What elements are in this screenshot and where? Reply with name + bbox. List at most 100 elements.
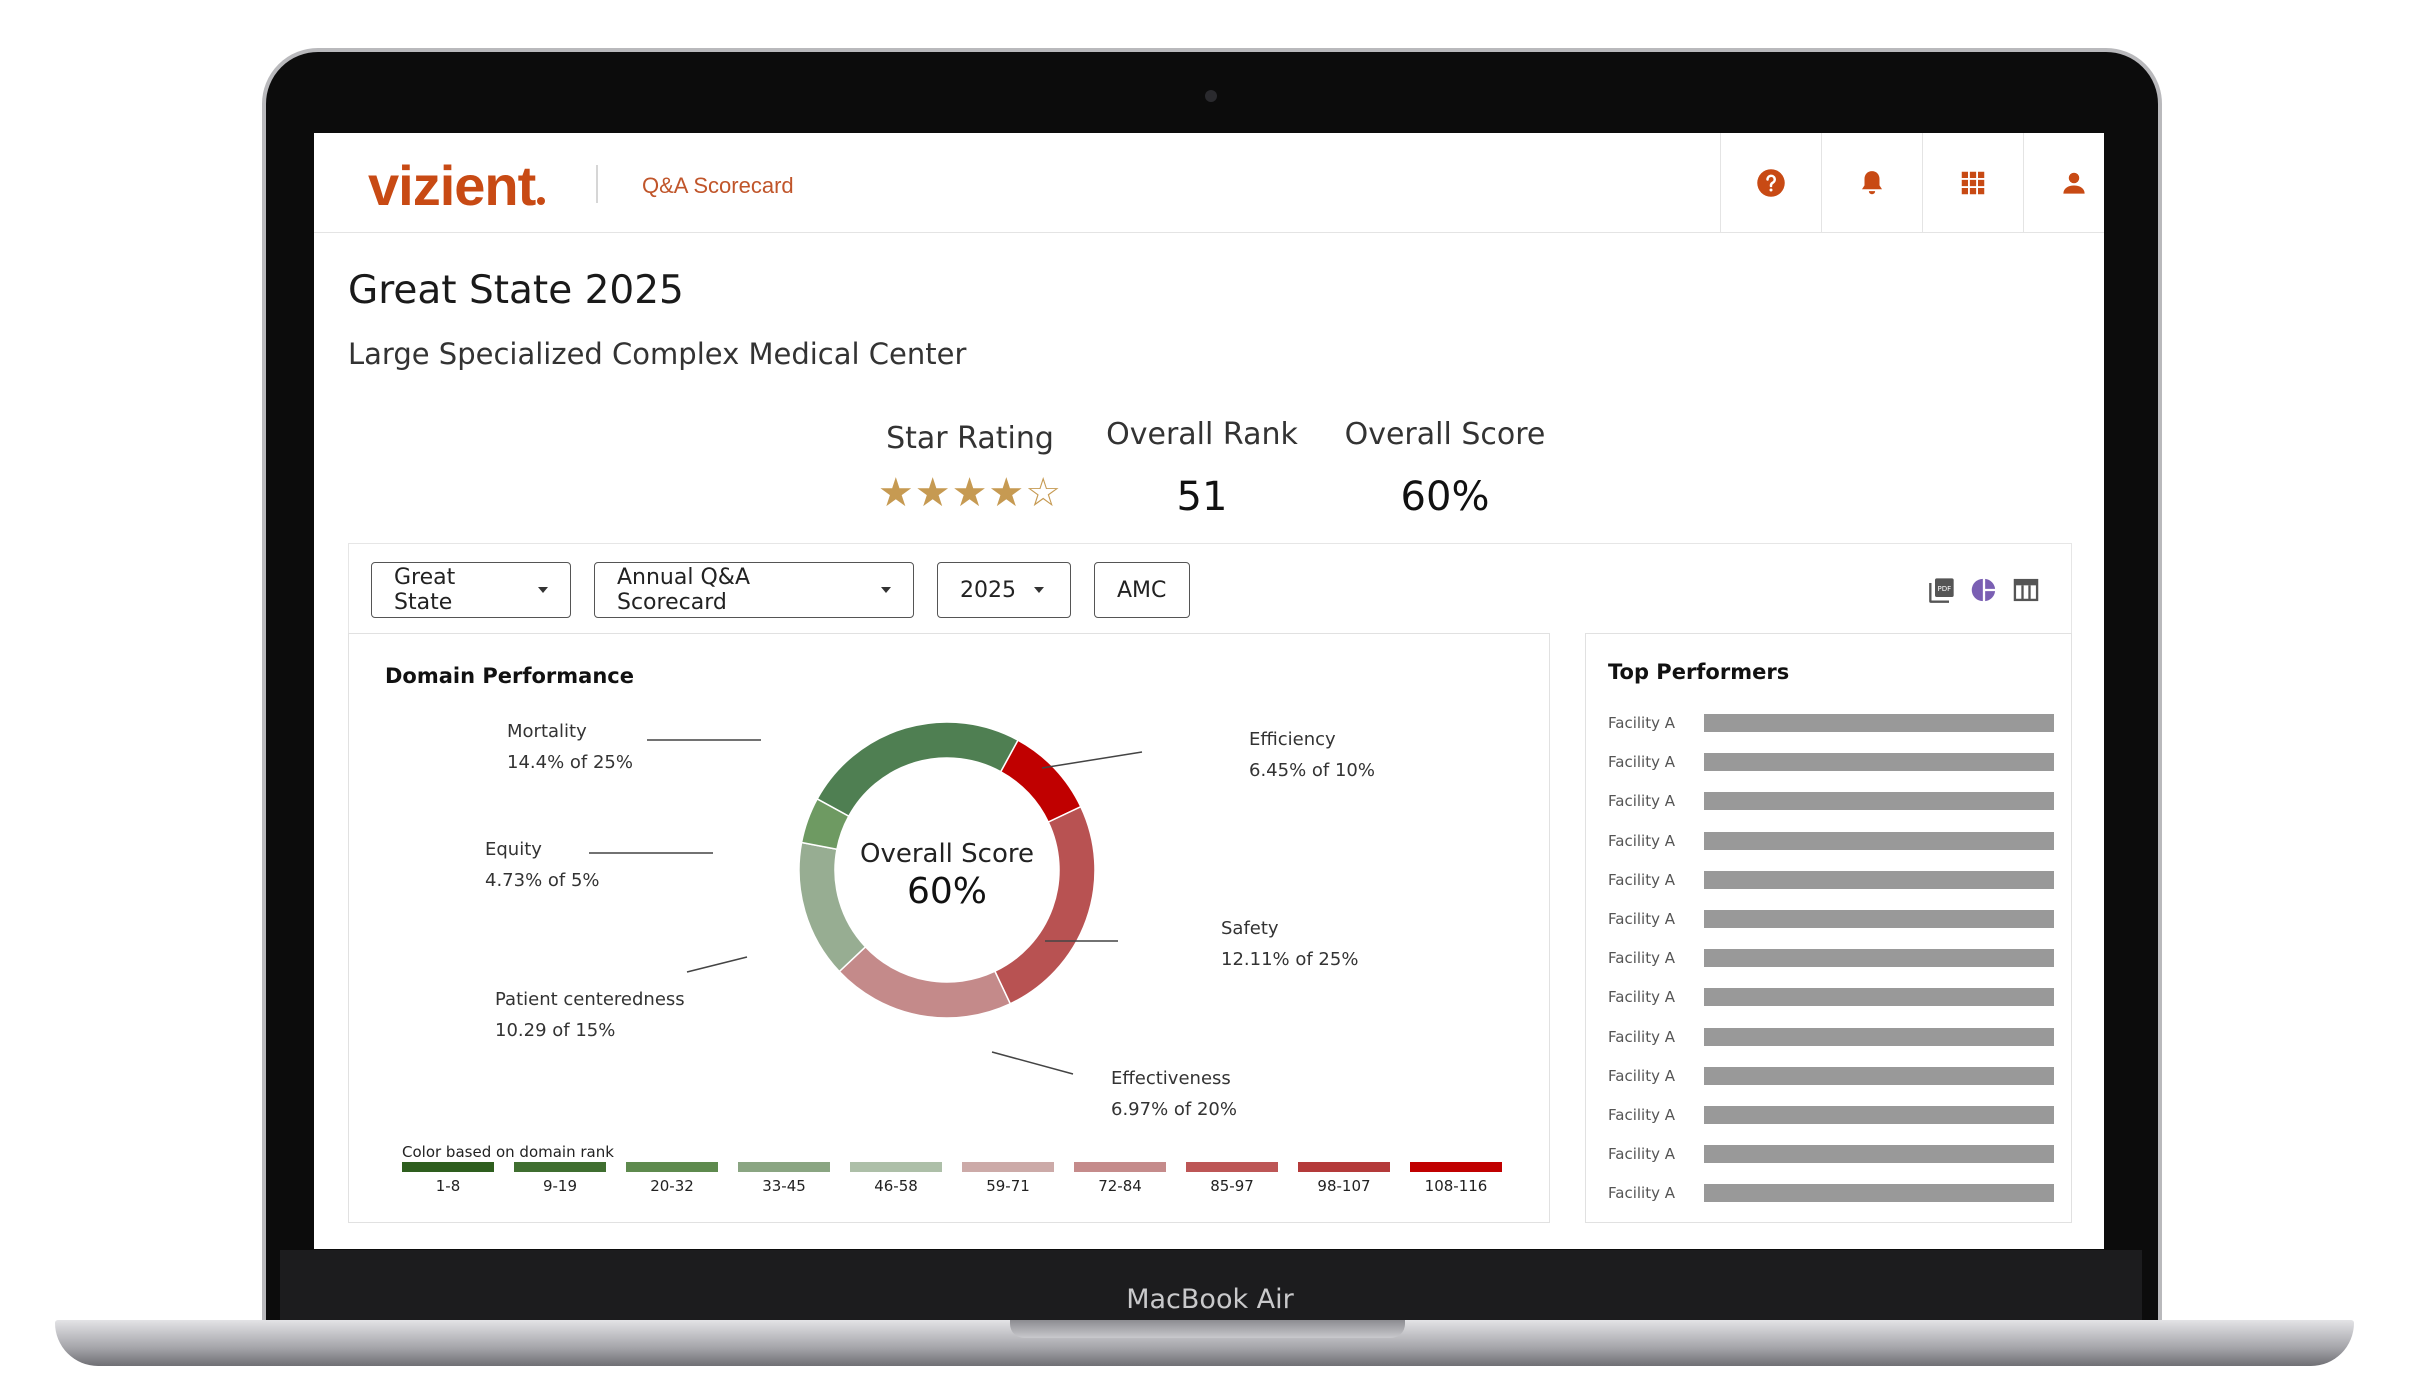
donut-slice-efficiency[interactable] [999,739,1082,824]
svg-text:PDF: PDF [1938,585,1952,593]
legend-item: 72-84 [1074,1162,1166,1195]
help-button[interactable] [1720,133,1820,233]
donut-slice-effectiveness[interactable] [838,945,1012,1019]
legend-range-label: 72-84 [1098,1177,1142,1195]
scorecard-dropdown[interactable]: Annual Q&A Scorecard [594,562,914,618]
app-title[interactable]: Q&A Scorecard [642,173,794,198]
type-filter-value: AMC [1117,577,1167,603]
performer-row[interactable]: Facility A [1608,947,2058,969]
laptop-notch [1010,1320,1405,1338]
notifications-button[interactable] [1821,133,1921,233]
performer-label: Facility A [1608,910,1675,928]
overall-rank-value: 51 [1176,474,1228,520]
performer-row[interactable]: Facility A [1608,830,2058,852]
top-performers-panel: Top Performers Facility A Facility A Facil… [1585,633,2072,1223]
performer-row[interactable]: Facility A [1608,869,2058,891]
donut-center-value: 60% [906,871,987,912]
page-title: Great State 2025 [348,268,684,313]
overall-score-value: 60% [1400,474,1490,520]
state-dropdown[interactable]: Great State [371,562,571,618]
callout-equity-detail: 4.73% of 5% [485,870,600,891]
scorecard-dropdown-value: Annual Q&A Scorecard [617,565,750,615]
performer-row[interactable]: Facility A [1608,1065,2058,1087]
performer-row[interactable]: Facility A [1608,1104,2058,1126]
performer-bar [1704,831,2054,850]
performer-row[interactable]: Facility A [1608,712,2058,734]
performer-bar [1704,1145,2054,1164]
donut-slice-mortality[interactable] [816,721,1020,818]
performer-row[interactable]: Facility A [1608,1143,2058,1165]
year-dropdown-value: 2025 [960,577,1016,603]
performer-label: Facility A [1608,1066,1675,1085]
table-icon[interactable] [2012,576,2040,604]
chevron-down-icon [1034,587,1044,593]
legend-swatch [738,1162,830,1172]
legend-item: 1-8 [402,1162,494,1195]
performer-label: Facility A [1608,714,1675,732]
legend-item: 33-45 [738,1162,830,1195]
legend-item: 108-116 [1410,1162,1502,1195]
callout-mortality-name: Mortality [507,721,587,742]
legend-item: 59-71 [962,1162,1054,1195]
performer-bar [1704,1106,2054,1124]
legend-range-label: 59-71 [986,1177,1030,1195]
pdf-icon[interactable]: PDF [1928,576,1956,604]
legend-item: 98-107 [1298,1162,1390,1195]
filter-bar: Great State Annual Q&A Scorecard 2025 AM… [348,543,2072,633]
callout-efficiency: Efficiency 6.45% of 10% [1249,724,1375,786]
legend-range-label: 98-107 [1317,1177,1371,1195]
pie-chart-icon[interactable] [1970,576,1998,604]
legend-range-label: 108-116 [1424,1177,1488,1195]
apps-button[interactable] [1922,133,2022,233]
performer-row[interactable]: Facility A [1608,908,2058,930]
chevron-down-icon [881,587,891,593]
performer-row[interactable]: Facility A [1608,1182,2058,1204]
legend-swatch [514,1162,606,1172]
legend-item: 20-32 [626,1162,718,1195]
performer-row[interactable]: Facility A [1608,1026,2058,1048]
donut-center-title: Overall Score [859,839,1034,869]
performer-row[interactable]: Facility A [1608,751,2058,773]
legend-item: 85-97 [1186,1162,1278,1195]
app-screen: vizient Q&A Scorecard [314,133,2104,1249]
performer-label: Facility A [1608,792,1675,811]
help-icon [1756,169,1785,197]
page-subtitle: Large Specialized Complex Medical Center [348,337,967,371]
legend-item: 9-19 [514,1162,606,1195]
callout-safety: Safety 12.11% of 25% [1221,913,1358,975]
type-filter-button[interactable]: AMC [1094,562,1190,618]
legend-range-label: 33-45 [762,1177,806,1195]
performer-row[interactable]: Facility A [1608,986,2058,1008]
donut-slice-equity[interactable] [800,797,850,851]
domain-donut-chart [589,721,1143,1075]
legend-swatch [402,1162,494,1172]
performer-label: Facility A [1608,831,1675,850]
laptop-model-label: MacBook Air [1126,1284,1294,1315]
star-rating-stars: ★★★★☆ [877,470,1063,516]
year-dropdown[interactable]: 2025 [937,562,1071,618]
legend-swatch [850,1162,942,1172]
chevron-down-icon [538,587,548,593]
callout-safety-detail: 12.11% of 25% [1221,949,1359,970]
overall-score-label: Overall Score [1344,417,1546,452]
callout-effectiveness-detail: 6.97% of 20% [1111,1099,1237,1120]
callout-mortality-detail: 14.4% of 25% [507,752,633,773]
performer-label: Facility A [1608,988,1675,1007]
legend-caption: Color based on domain rank [402,1143,614,1161]
callout-equity-name: Equity [485,839,542,860]
callout-patient-centeredness-name: Patient centeredness [495,989,685,1010]
performer-bar [1704,714,2054,732]
performer-label: Facility A [1608,1184,1675,1203]
profile-button[interactable] [2023,133,2104,233]
top-navigation-bar: vizient Q&A Scorecard [314,133,2104,233]
vizient-logo[interactable]: vizient [368,153,546,218]
legend-range-label: 20-32 [650,1177,694,1195]
legend-range-label: 46-58 [874,1177,918,1195]
legend-swatch [1410,1162,1502,1172]
callout-safety-name: Safety [1221,918,1279,939]
legend-swatch [1298,1162,1390,1172]
performer-row[interactable]: Facility A [1608,790,2058,812]
state-dropdown-value: Great State [394,565,456,615]
performer-label: Facility A [1608,870,1675,889]
callout-equity: Equity 4.73% of 5% [485,834,600,896]
